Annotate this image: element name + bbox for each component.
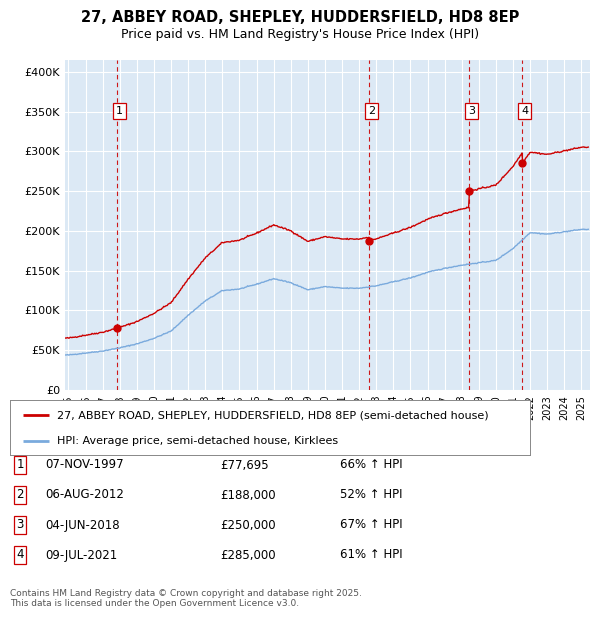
Text: 2: 2 bbox=[16, 489, 24, 502]
Text: 4: 4 bbox=[521, 106, 528, 116]
Text: £188,000: £188,000 bbox=[220, 489, 275, 502]
Text: 4: 4 bbox=[16, 549, 24, 562]
Text: 06-AUG-2012: 06-AUG-2012 bbox=[45, 489, 124, 502]
Text: 61% ↑ HPI: 61% ↑ HPI bbox=[340, 549, 403, 562]
Text: Price paid vs. HM Land Registry's House Price Index (HPI): Price paid vs. HM Land Registry's House … bbox=[121, 28, 479, 41]
Text: 07-NOV-1997: 07-NOV-1997 bbox=[45, 459, 124, 471]
Text: 09-JUL-2021: 09-JUL-2021 bbox=[45, 549, 117, 562]
Text: 1: 1 bbox=[16, 459, 24, 471]
Text: 27, ABBEY ROAD, SHEPLEY, HUDDERSFIELD, HD8 8EP (semi-detached house): 27, ABBEY ROAD, SHEPLEY, HUDDERSFIELD, H… bbox=[57, 410, 488, 420]
Text: 52% ↑ HPI: 52% ↑ HPI bbox=[340, 489, 403, 502]
Text: £285,000: £285,000 bbox=[220, 549, 275, 562]
Text: 3: 3 bbox=[16, 518, 23, 531]
Text: 3: 3 bbox=[468, 106, 475, 116]
Text: 27, ABBEY ROAD, SHEPLEY, HUDDERSFIELD, HD8 8EP: 27, ABBEY ROAD, SHEPLEY, HUDDERSFIELD, H… bbox=[81, 10, 519, 25]
Text: 04-JUN-2018: 04-JUN-2018 bbox=[45, 518, 119, 531]
Text: 67% ↑ HPI: 67% ↑ HPI bbox=[340, 518, 403, 531]
Text: Contains HM Land Registry data © Crown copyright and database right 2025.
This d: Contains HM Land Registry data © Crown c… bbox=[10, 588, 362, 608]
Text: 1: 1 bbox=[116, 106, 123, 116]
Text: HPI: Average price, semi-detached house, Kirklees: HPI: Average price, semi-detached house,… bbox=[57, 436, 338, 446]
Text: £77,695: £77,695 bbox=[220, 459, 269, 471]
Text: £250,000: £250,000 bbox=[220, 518, 275, 531]
Text: 2: 2 bbox=[368, 106, 376, 116]
Text: 66% ↑ HPI: 66% ↑ HPI bbox=[340, 459, 403, 471]
